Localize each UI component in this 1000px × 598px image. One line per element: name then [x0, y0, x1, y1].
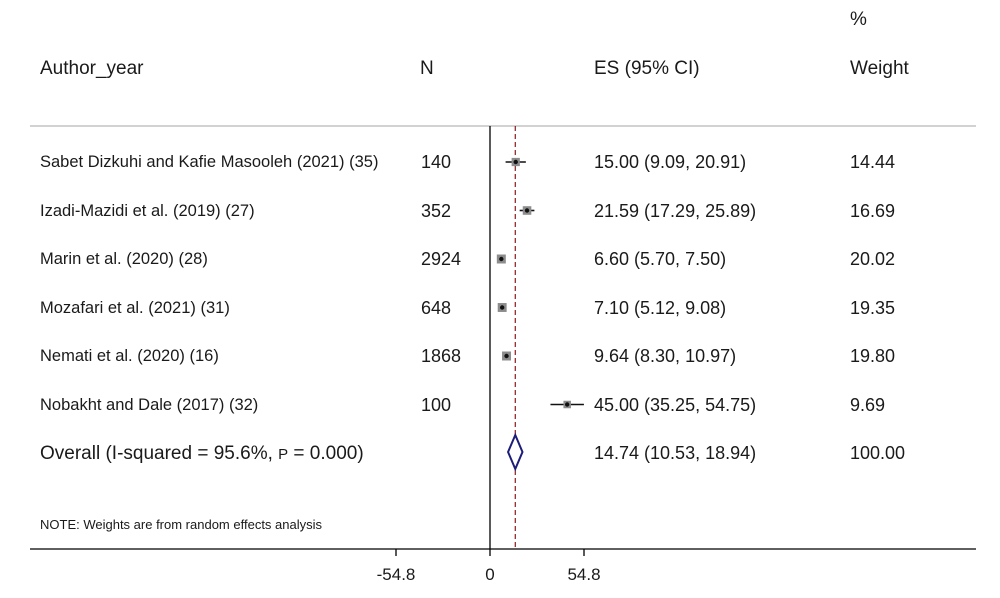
- x-tick-label: 54.8: [567, 565, 601, 584]
- study-es-text: 15.00 (9.09, 20.91): [594, 152, 747, 172]
- x-tick-label: -54.8: [376, 565, 416, 584]
- study-es-text: 7.10 (5.12, 9.08): [594, 297, 727, 318]
- overall-p-value: = 0.000): [288, 443, 364, 464]
- study-label: Nobakht and Dale (2017) (32): [40, 395, 259, 414]
- study-es-text: 6.60 (5.70, 7.50): [594, 249, 727, 269]
- overall-diamond: [506, 432, 524, 472]
- weight-header: Weight: [850, 58, 909, 79]
- study-point-estimate: [499, 305, 505, 310]
- study-es-text: 21.59 (17.29, 25.89): [594, 200, 757, 221]
- x-tick-label: 0: [485, 565, 495, 584]
- study-point-estimate: [564, 402, 570, 407]
- overall-label-text: Overall (I-squared = 95.6%,: [40, 443, 279, 464]
- study-label: Izadi-Mazidi et al. (2019) (27): [40, 201, 255, 220]
- study-weight: 19.35: [850, 297, 896, 318]
- study-point-estimate: [499, 256, 504, 262]
- percent-header: %: [850, 9, 867, 30]
- n-header: N: [420, 58, 434, 79]
- study-point-estimate: [524, 208, 530, 213]
- overall-p-label: P: [278, 446, 289, 463]
- overall-weight: 100.00: [850, 443, 906, 463]
- study-point-estimate: [513, 159, 518, 165]
- overall-label: Overall (I-squared = 95.6%, P = 0.000): [40, 444, 364, 463]
- study-n: 648: [421, 297, 452, 318]
- author-year-header: Author_year: [40, 58, 144, 79]
- study-es-text: 9.64 (8.30, 10.97): [594, 346, 737, 366]
- study-es-text: 45.00 (35.25, 54.75): [594, 394, 757, 415]
- study-n: 100: [421, 394, 452, 415]
- study-weight: 16.69: [850, 200, 896, 221]
- study-weight: 19.80: [850, 346, 896, 366]
- study-point-estimate: [504, 353, 509, 359]
- note-text: NOTE: Weights are from random effects an…: [40, 517, 323, 532]
- study-n: 1868: [421, 346, 462, 366]
- study-n: 352: [421, 200, 452, 221]
- study-label: Marin et al. (2020) (28): [40, 250, 208, 268]
- study-label: Sabet Dizkuhi and Kafie Masooleh (2021) …: [40, 153, 379, 171]
- study-n: 2924: [421, 249, 462, 269]
- study-weight: 20.02: [850, 249, 896, 269]
- study-label: Mozafari et al. (2021) (31): [40, 298, 230, 317]
- study-n: 140: [421, 152, 452, 172]
- study-label: Nemati et al. (2020) (16): [40, 347, 219, 365]
- study-weight: 14.44: [850, 152, 896, 172]
- study-weight: 9.69: [850, 394, 886, 415]
- overall-es-text: 14.74 (10.53, 18.94): [594, 443, 757, 463]
- es-ci-header: ES (95% CI): [594, 58, 700, 79]
